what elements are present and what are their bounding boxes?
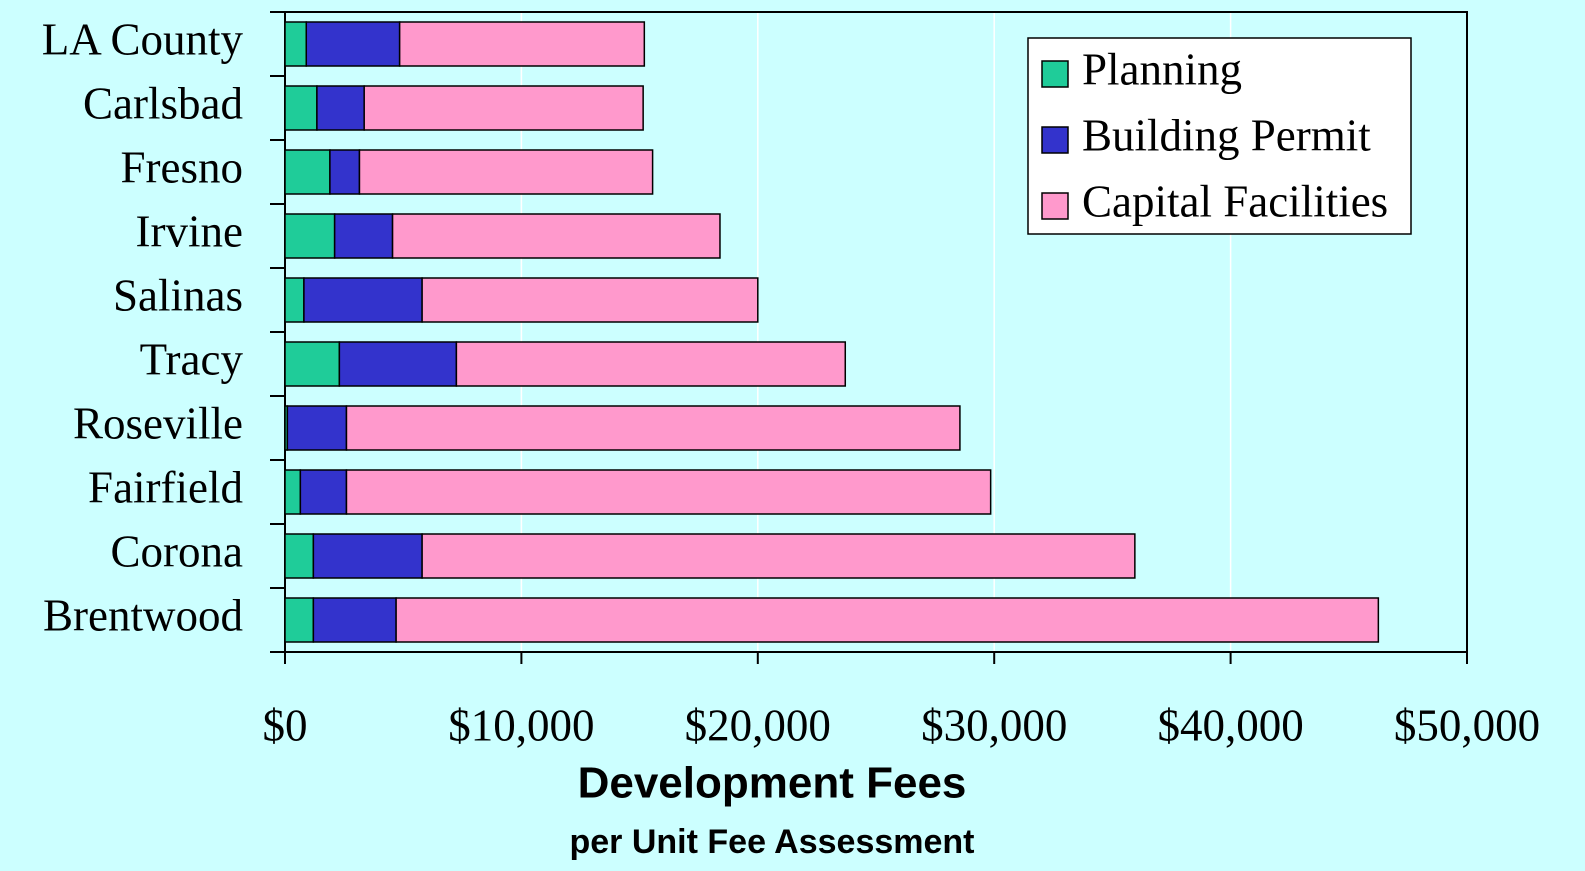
- bar-segment: [305, 21, 401, 67]
- bar-segment: [284, 277, 305, 323]
- bar-segment: [284, 21, 308, 67]
- y-tick-label: LA County: [42, 14, 244, 64]
- bar-segment: [345, 405, 961, 451]
- bar-segment: [312, 597, 397, 643]
- y-tick-label: Roseville: [73, 398, 243, 448]
- bar-segment: [455, 341, 847, 387]
- bar-segment: [303, 277, 423, 323]
- bar-segment: [329, 149, 361, 195]
- bar-segment: [421, 533, 1136, 579]
- x-tick-label: $0: [263, 700, 308, 750]
- bar-segment: [284, 85, 318, 131]
- x-axis-label: Development Fees: [578, 759, 967, 808]
- y-tick-label: Salinas: [113, 270, 243, 320]
- bar-segment: [286, 405, 348, 451]
- y-tick-label: Tracy: [140, 334, 244, 384]
- legend-swatch: [1041, 192, 1069, 220]
- legend-box: [1027, 37, 1412, 235]
- bar-segment: [284, 597, 315, 643]
- legend-label: Capital Facilities: [1082, 176, 1388, 226]
- bar-segment: [421, 277, 759, 323]
- bar-segment: [284, 533, 315, 579]
- y-tick-label: Carlsbad: [83, 78, 243, 128]
- bar-segment: [358, 149, 654, 195]
- legend-swatch: [1041, 60, 1069, 88]
- bar-segment: [338, 341, 458, 387]
- bar-segment: [398, 21, 646, 67]
- bar-segment: [345, 469, 992, 515]
- bar-segment: [316, 85, 365, 131]
- bar-segment: [284, 341, 341, 387]
- y-tick-label: Fresno: [121, 142, 244, 192]
- legend-label: Building Permit: [1082, 110, 1371, 160]
- bar-segment: [284, 149, 331, 195]
- bar-segment: [395, 597, 1380, 643]
- bar-segment: [363, 85, 644, 131]
- bar-segment: [299, 469, 348, 515]
- bar-segment: [333, 213, 394, 259]
- bar-segment: [391, 213, 721, 259]
- legend-label: Planning: [1082, 44, 1242, 94]
- y-tick-label: Fairfield: [88, 462, 243, 512]
- x-tick-label: $20,000: [685, 700, 831, 750]
- legend-swatch: [1041, 126, 1069, 154]
- y-tick-label: Corona: [111, 526, 244, 576]
- y-tick-label: Irvine: [136, 206, 243, 256]
- bar-segment: [312, 533, 423, 579]
- x-tick-label: $40,000: [1157, 700, 1303, 750]
- y-tick-label: Brentwood: [43, 590, 243, 640]
- x-tick-label: $30,000: [921, 700, 1067, 750]
- x-tick-label: $50,000: [1394, 700, 1540, 750]
- subtitle: per Unit Fee Assessment: [570, 823, 975, 861]
- x-tick-label: $10,000: [448, 700, 594, 750]
- bar-segment: [284, 469, 302, 515]
- bar-segment: [284, 213, 336, 259]
